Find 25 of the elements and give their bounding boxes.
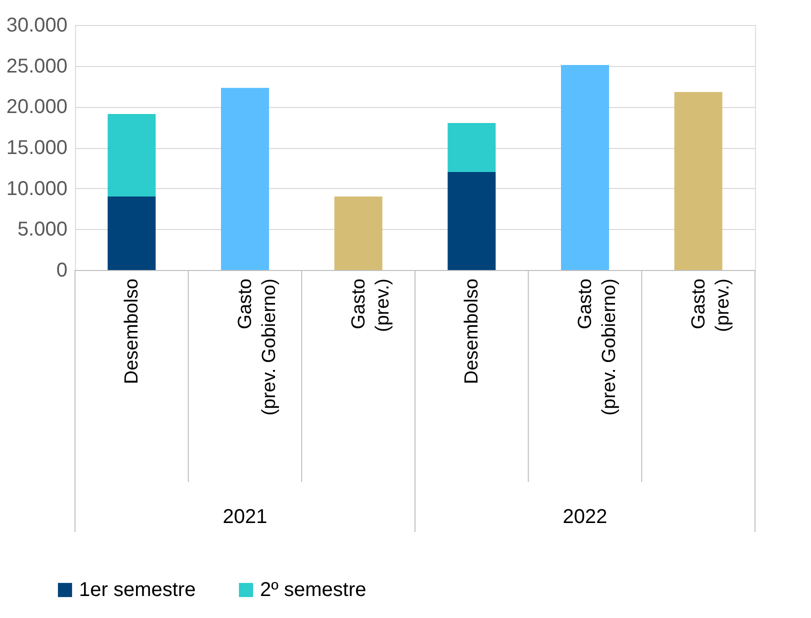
bar — [108, 114, 156, 196]
bar — [448, 172, 496, 270]
bar — [448, 123, 496, 172]
text: 2022 — [562, 506, 608, 528]
x-tick-label: Desembolso — [462, 278, 483, 384]
y-tick-label: 20.000 — [6, 96, 68, 118]
bar — [561, 65, 609, 270]
x-tick-label: Gasto (prev.) — [688, 278, 734, 332]
legend-label: 1er semestre — [79, 579, 196, 601]
y-tick-label: 10.000 — [6, 178, 68, 200]
x-tick-label: Desembolso — [122, 278, 143, 384]
y-tick-label: 15.000 — [6, 137, 68, 159]
x-tick-label: Gasto (prev.) — [348, 278, 394, 332]
y-tick-label: 0 — [56, 260, 68, 282]
bar — [108, 196, 156, 270]
y-tick-label: 30.000 — [6, 14, 68, 36]
y-tick-label: 5.000 — [17, 218, 68, 241]
x-tick-label: Gasto (prev. Gobierno) — [575, 278, 620, 416]
legend-label: 2º semestre — [260, 579, 366, 601]
y-tick-label: 25.000 — [6, 55, 68, 78]
bar — [221, 88, 269, 270]
text: 2021 — [222, 506, 268, 528]
bar — [674, 92, 722, 270]
bar — [334, 196, 382, 270]
x-tick-label: Gasto (prev. Gobierno) — [235, 278, 280, 416]
